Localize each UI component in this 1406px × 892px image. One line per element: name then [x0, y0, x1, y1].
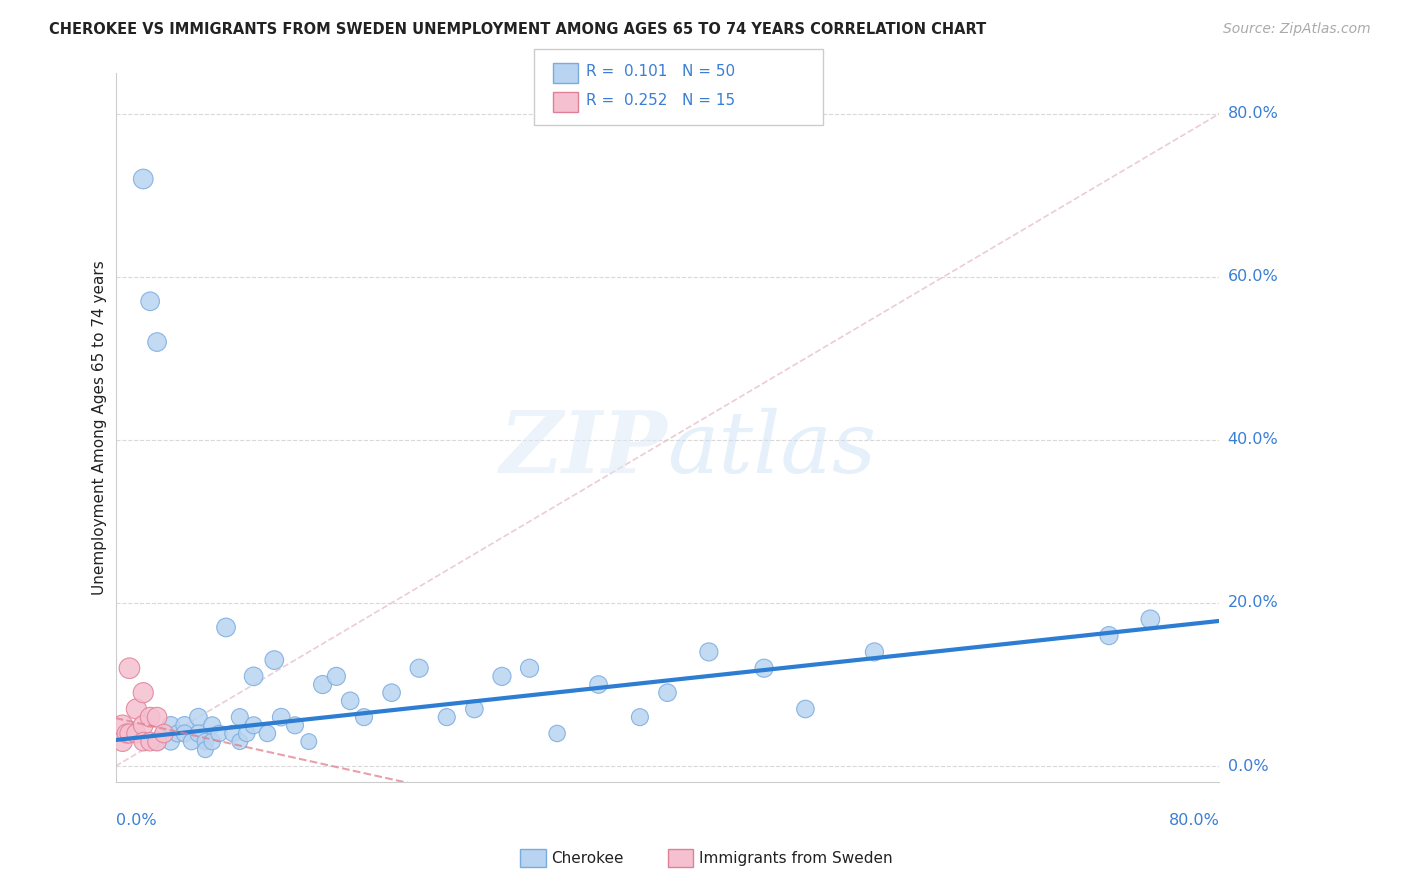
Point — [125, 726, 148, 740]
Point — [1098, 629, 1121, 643]
Text: 60.0%: 60.0% — [1227, 269, 1278, 285]
Point — [111, 734, 134, 748]
Point — [588, 677, 610, 691]
Point — [339, 694, 361, 708]
Point — [311, 677, 333, 691]
Text: R =  0.101   N = 50: R = 0.101 N = 50 — [586, 64, 735, 78]
Text: Immigrants from Sweden: Immigrants from Sweden — [699, 851, 893, 865]
Point — [353, 710, 375, 724]
Text: atlas: atlas — [668, 408, 876, 491]
Point — [115, 726, 138, 740]
Text: ZIP: ZIP — [499, 408, 668, 491]
Point — [111, 718, 134, 732]
Point — [408, 661, 430, 675]
Point — [146, 734, 169, 748]
Point — [752, 661, 775, 675]
Text: 40.0%: 40.0% — [1227, 433, 1278, 448]
Point — [381, 686, 404, 700]
Point — [132, 718, 155, 732]
Point — [187, 726, 209, 740]
Point — [173, 718, 195, 732]
Point — [242, 669, 264, 683]
Point — [139, 710, 162, 724]
Point — [657, 686, 679, 700]
Point — [160, 734, 183, 748]
Point — [794, 702, 817, 716]
Point — [256, 726, 278, 740]
Point — [153, 726, 176, 740]
Y-axis label: Unemployment Among Ages 65 to 74 years: Unemployment Among Ages 65 to 74 years — [93, 260, 107, 595]
Point — [215, 620, 238, 634]
Point — [132, 172, 155, 186]
Point — [284, 718, 307, 732]
Point — [235, 726, 257, 740]
Text: 80.0%: 80.0% — [1168, 813, 1219, 828]
Point — [146, 710, 169, 724]
Point — [222, 726, 245, 740]
Text: 80.0%: 80.0% — [1227, 106, 1278, 121]
Point — [263, 653, 285, 667]
Point — [325, 669, 347, 683]
Text: Source: ZipAtlas.com: Source: ZipAtlas.com — [1223, 22, 1371, 37]
Text: 0.0%: 0.0% — [1227, 758, 1268, 773]
Point — [146, 334, 169, 349]
Point — [229, 734, 252, 748]
Point — [208, 726, 231, 740]
Point — [242, 718, 264, 732]
Point — [201, 734, 224, 748]
Point — [125, 702, 148, 716]
Point — [194, 743, 217, 757]
Point — [132, 734, 155, 748]
Point — [118, 726, 141, 740]
Point — [270, 710, 292, 724]
Point — [463, 702, 485, 716]
Text: Cherokee: Cherokee — [551, 851, 624, 865]
Point — [491, 669, 513, 683]
Point — [436, 710, 458, 724]
Point — [298, 734, 321, 748]
Text: 20.0%: 20.0% — [1227, 596, 1278, 610]
Point — [139, 294, 162, 309]
Point — [201, 718, 224, 732]
Point — [628, 710, 651, 724]
Point — [1139, 612, 1161, 626]
Point — [194, 734, 217, 748]
Text: 0.0%: 0.0% — [115, 813, 156, 828]
Point — [697, 645, 720, 659]
Point — [519, 661, 541, 675]
Point — [180, 734, 202, 748]
Point — [166, 726, 188, 740]
Point — [139, 734, 162, 748]
Point — [146, 734, 169, 748]
Point — [863, 645, 886, 659]
Point — [153, 726, 176, 740]
Point — [229, 710, 252, 724]
Point — [132, 686, 155, 700]
Point — [546, 726, 568, 740]
Point — [173, 726, 195, 740]
Point — [187, 710, 209, 724]
Text: R =  0.252   N = 15: R = 0.252 N = 15 — [586, 94, 735, 108]
Point — [160, 718, 183, 732]
Text: CHEROKEE VS IMMIGRANTS FROM SWEDEN UNEMPLOYMENT AMONG AGES 65 TO 74 YEARS CORREL: CHEROKEE VS IMMIGRANTS FROM SWEDEN UNEMP… — [49, 22, 987, 37]
Point — [118, 661, 141, 675]
